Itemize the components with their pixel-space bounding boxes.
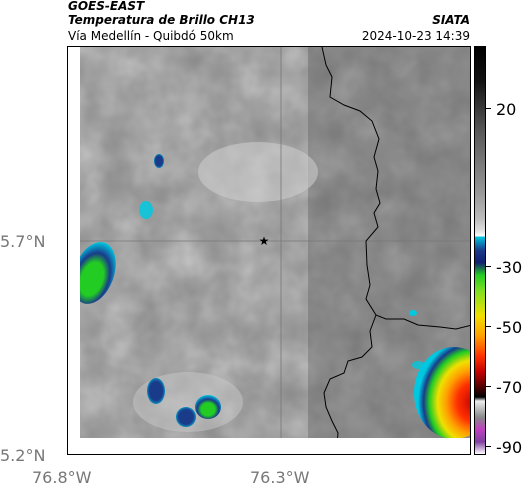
small-cold-cloud [409,310,417,316]
small-cold-cloud-2 [412,361,424,369]
datetime-label: 2024-10-23 14:39 [361,29,470,43]
imagery-texture [80,47,470,438]
colorbar-label: -50 [496,318,523,337]
convective-cell-south-1 [147,378,165,404]
deep-convection-core [414,347,470,439]
bright-cloud-area [198,142,318,202]
lon-label-2: 76.3°W [250,468,310,487]
convective-cell-cyan [139,201,153,219]
boundary-line-south [323,314,377,454]
satellite-map[interactable]: ★ [67,46,471,455]
imagery-bottom-gap [68,438,470,454]
convective-cell-west [72,242,116,304]
imagery-left-gap [68,47,80,454]
lat-label-2: 5.2°N [0,446,46,465]
map-canvas: ★ [68,47,470,454]
convective-cell-south-2 [195,395,221,419]
convective-cell-small [154,154,164,168]
channel-subtitle: Temperatura de Brillo CH13 [68,13,255,27]
lon-label-1: 76.8°W [32,468,92,487]
colorbar-tick [486,266,491,267]
colorbar [474,46,486,455]
convective-cell-south-3 [176,407,196,427]
location-marker-icon: ★ [259,234,270,248]
source-label: SIATA [432,13,470,27]
colorbar-tick [486,326,491,327]
colorbar-label: 20 [496,100,517,119]
product-title: GOES-EAST [68,0,145,13]
colorbar-label: -30 [496,258,523,277]
colorbar-label: -70 [496,378,523,397]
colorbar-tick [486,108,491,109]
colorbar-label: -90 [496,438,523,457]
boundary-line [321,47,470,330]
colorbar-tick [486,386,491,387]
region-label: Vía Medellín - Quibdó 50km [68,29,234,43]
lat-label-1: 5.7°N [0,232,46,251]
colorbar-tick [486,446,491,447]
